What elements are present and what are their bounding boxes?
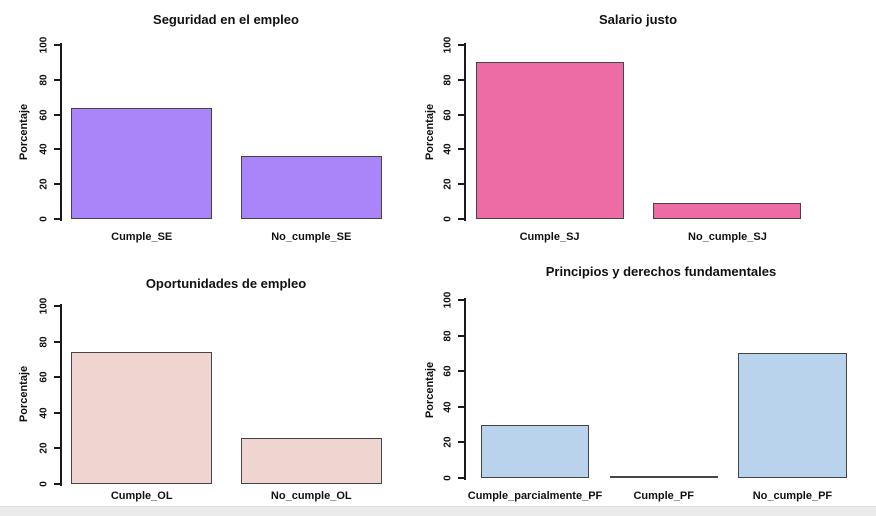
y-axis-tick bbox=[54, 148, 60, 151]
y-axis-tick-label: 80 bbox=[38, 336, 50, 348]
category-label-No_cumple_SJ: No_cumple_SJ bbox=[688, 231, 767, 243]
y-axis-tick bbox=[458, 113, 464, 116]
y-axis-tick-label: 40 bbox=[38, 407, 50, 419]
y-axis-tick bbox=[458, 183, 464, 186]
y-axis-tick bbox=[458, 441, 464, 444]
y-axis-tick bbox=[54, 483, 60, 485]
y-axis bbox=[60, 43, 62, 221]
y-axis-tick bbox=[54, 411, 60, 414]
y-axis-tick-label: 100 bbox=[442, 36, 454, 54]
category-label-No_cumple_PF: No_cumple_PF bbox=[752, 490, 833, 502]
category-label-No_cumple_SE: No_cumple_SE bbox=[271, 231, 352, 243]
y-axis-tick bbox=[458, 299, 464, 301]
y-axis-label-oportunidades: Porcentaje bbox=[18, 365, 30, 423]
y-axis-tick bbox=[54, 183, 60, 186]
bar-No_cumple_SJ bbox=[653, 203, 802, 219]
category-label-No_cumple_OL: No_cumple_OL bbox=[270, 490, 352, 502]
y-axis-tick bbox=[54, 340, 60, 343]
y-axis-tick bbox=[458, 334, 464, 337]
y-axis-tick bbox=[458, 148, 464, 151]
bar-No_cumple_SE bbox=[240, 156, 382, 219]
y-axis bbox=[464, 43, 466, 221]
chart-title-salario: Salario justo bbox=[598, 12, 678, 27]
category-label-Cumple_SE: Cumple_SE bbox=[111, 231, 173, 243]
bar-Cumple_PF bbox=[609, 476, 718, 478]
category-label-Cumple_OL: Cumple_OL bbox=[110, 490, 173, 502]
y-axis-tick-label: 40 bbox=[38, 143, 50, 155]
category-label-Cumple_SJ: Cumple_SJ bbox=[519, 231, 580, 243]
y-axis-tick bbox=[458, 78, 464, 81]
y-axis-tick-label: 40 bbox=[442, 401, 454, 413]
bar-Cumple_SE bbox=[71, 107, 213, 219]
y-axis-tick-label: 0 bbox=[442, 475, 454, 481]
y-axis-tick-label: 20 bbox=[38, 178, 50, 190]
bar-Cumple_OL bbox=[71, 352, 213, 484]
y-axis-tick-label: 60 bbox=[38, 109, 50, 121]
y-axis-tick-label: 0 bbox=[38, 481, 50, 487]
y-axis-tick-label: 80 bbox=[442, 74, 454, 86]
y-axis-tick-label: 0 bbox=[38, 216, 50, 222]
y-axis-tick bbox=[54, 44, 60, 46]
y-axis-tick bbox=[458, 370, 464, 373]
bar-Cumple_SJ bbox=[475, 62, 624, 219]
y-axis-label-seguridad: Porcentaje bbox=[18, 103, 30, 161]
y-axis-tick-label: 20 bbox=[442, 436, 454, 448]
category-label-Cumple_PF: Cumple_PF bbox=[633, 490, 694, 502]
y-axis-tick bbox=[458, 477, 464, 479]
chart-title-principios: Principios y derechos fundamentales bbox=[545, 264, 777, 279]
y-axis-tick bbox=[458, 218, 464, 220]
window-bottom-strip bbox=[0, 506, 876, 516]
y-axis bbox=[464, 298, 466, 480]
y-axis-tick bbox=[54, 113, 60, 116]
y-axis bbox=[60, 304, 62, 486]
y-axis-tick-label: 40 bbox=[442, 143, 454, 155]
bar-No_cumple_PF bbox=[738, 353, 847, 478]
chart-title-seguridad: Seguridad en el empleo bbox=[153, 12, 299, 27]
y-axis-label-principios: Porcentaje bbox=[424, 361, 436, 419]
chart-title-oportunidades: Oportunidades de empleo bbox=[145, 276, 307, 291]
y-axis-tick-label: 60 bbox=[38, 371, 50, 383]
y-axis-tick-label: 100 bbox=[38, 36, 50, 54]
bar-No_cumple_OL bbox=[240, 437, 382, 484]
category-label-Cumple_parcialmente_PF: Cumple_parcialmente_PF bbox=[467, 490, 603, 502]
y-axis-tick bbox=[458, 44, 464, 46]
y-axis-tick bbox=[54, 78, 60, 81]
bar-Cumple_parcialmente_PF bbox=[480, 424, 590, 478]
y-axis-tick-label: 80 bbox=[38, 74, 50, 86]
y-axis-tick-label: 60 bbox=[442, 109, 454, 121]
y-axis-tick-label: 20 bbox=[442, 178, 454, 190]
y-axis-tick-label: 20 bbox=[38, 442, 50, 454]
y-axis-tick bbox=[54, 305, 60, 307]
y-axis-tick-label: 100 bbox=[442, 291, 454, 309]
y-axis-tick bbox=[54, 447, 60, 450]
y-axis-label-salario: Porcentaje bbox=[424, 103, 436, 161]
y-axis-tick bbox=[458, 405, 464, 408]
y-axis-tick bbox=[54, 376, 60, 379]
y-axis-tick-label: 0 bbox=[442, 216, 454, 222]
y-axis-tick-label: 80 bbox=[442, 330, 454, 342]
y-axis-tick-label: 100 bbox=[38, 297, 50, 315]
y-axis-tick-label: 60 bbox=[442, 365, 454, 377]
y-axis-tick bbox=[54, 218, 60, 220]
